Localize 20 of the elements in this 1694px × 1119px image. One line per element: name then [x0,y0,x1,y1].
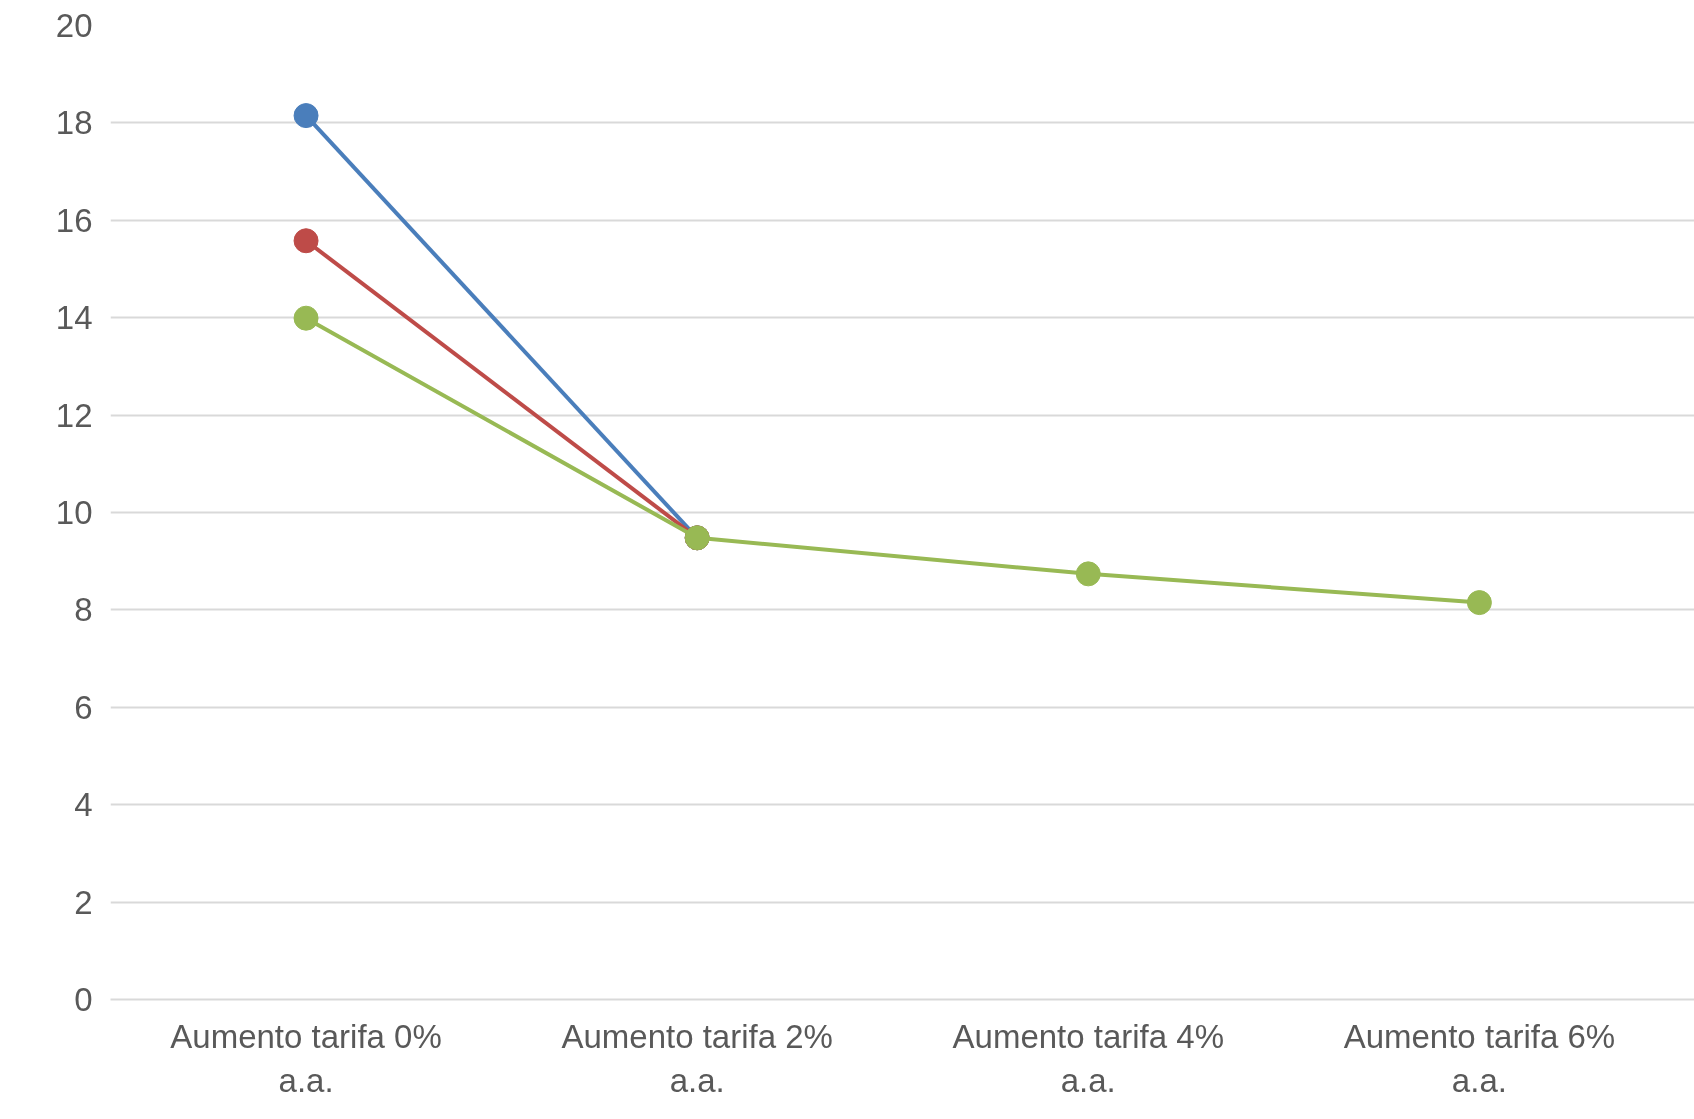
y-tick-label: 4 [74,786,93,824]
x-tick-label: Aumento tarifa 0% a.a. [170,1017,442,1099]
y-tick-label: 12 [55,396,93,434]
point [293,103,319,129]
point [293,228,319,254]
x-tick-label: Aumento tarifa 2% a.a. [561,1017,833,1099]
y-tick-label: 20 [55,7,93,44]
y-tick-label: 16 [55,201,93,239]
x-tick-label: Aumento tarifa 4% a.a. [952,1017,1225,1099]
y-tick-label: 14 [55,299,93,337]
y-tick-label: 6 [74,688,93,726]
y-tick-label: 0 [74,981,93,1018]
x-tick-label: Aumento tarifa 6% a.a. [1343,1017,1616,1099]
point [293,305,319,331]
y-tick-label: 2 [74,883,93,921]
y-tick-label: 18 [55,104,93,142]
y-tick-label: 10 [55,494,93,531]
y-tick-label: 8 [74,591,93,629]
point [1075,561,1101,587]
point [1466,590,1492,616]
